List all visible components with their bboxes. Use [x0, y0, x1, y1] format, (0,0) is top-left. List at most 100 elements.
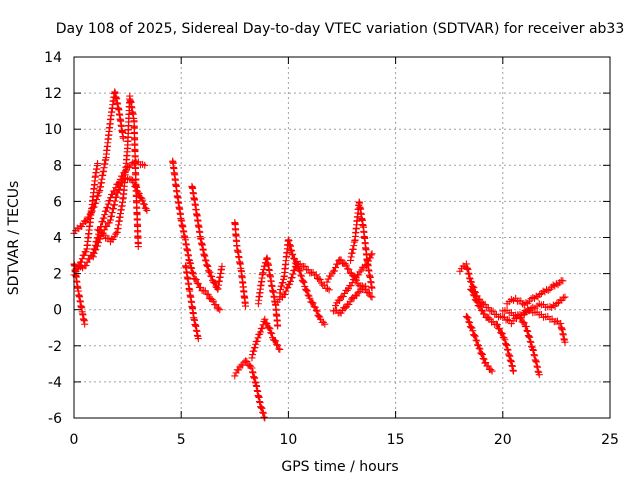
data-point — [473, 337, 481, 345]
y-axis-label: SDTVAR / TECUs — [6, 181, 22, 296]
data-point — [89, 253, 97, 261]
data-point — [533, 363, 541, 371]
data-point — [201, 287, 209, 295]
x-tick-label: 15 — [387, 432, 405, 448]
data-point — [532, 358, 540, 366]
data-point — [203, 261, 211, 269]
data-point — [465, 318, 473, 326]
data-point — [553, 300, 561, 308]
data-point — [192, 276, 200, 284]
series-track-7 — [169, 157, 224, 314]
data-point — [468, 286, 476, 294]
data-point — [312, 306, 320, 314]
x-tick-label: 25 — [601, 432, 619, 448]
data-point — [482, 359, 490, 367]
data-point — [311, 303, 319, 311]
series-track-26 — [520, 293, 569, 319]
series-track-12 — [248, 315, 284, 362]
data-point — [257, 403, 265, 411]
data-point — [337, 256, 345, 264]
series-track-15 — [274, 258, 333, 306]
data-point — [312, 271, 320, 279]
data-point — [290, 254, 298, 262]
data-point — [504, 316, 512, 324]
data-point — [274, 322, 282, 330]
data-point — [534, 367, 542, 375]
data-point — [546, 303, 554, 311]
data-point — [466, 319, 474, 327]
data-point — [139, 196, 147, 204]
data-point — [531, 352, 539, 360]
series-track-22 — [467, 285, 518, 375]
data-point — [532, 357, 540, 365]
y-tick-label: 8 — [53, 158, 62, 174]
data-point — [536, 291, 544, 299]
data-point — [485, 314, 493, 322]
data-point — [281, 290, 289, 298]
y-tick-label: 0 — [53, 303, 62, 319]
data-point — [278, 282, 286, 290]
data-point — [472, 296, 480, 304]
data-point — [502, 341, 510, 349]
data-point — [544, 286, 552, 294]
data-point — [231, 372, 239, 380]
data-point — [484, 304, 492, 312]
data-point — [266, 325, 274, 333]
series-track-14 — [276, 236, 329, 328]
data-point — [204, 262, 212, 270]
data-point — [532, 292, 540, 300]
data-point — [106, 216, 114, 224]
data-point — [520, 319, 528, 327]
data-point — [261, 315, 269, 323]
data-point — [345, 265, 353, 273]
series-track-24 — [503, 276, 567, 309]
data-point — [501, 336, 509, 344]
data-point — [323, 278, 331, 286]
data-point — [218, 262, 226, 270]
data-point — [496, 325, 504, 333]
data-point — [288, 274, 296, 282]
data-point — [251, 344, 259, 352]
data-point — [529, 346, 537, 354]
data-point — [94, 239, 102, 247]
data-point — [530, 351, 538, 359]
data-point — [297, 271, 305, 279]
data-point — [81, 320, 89, 328]
data-point — [90, 249, 98, 257]
data-point — [287, 277, 295, 285]
series-track-6 — [94, 92, 142, 251]
data-point — [526, 337, 534, 345]
data-point — [306, 294, 314, 302]
data-point — [94, 159, 102, 167]
data-point — [134, 243, 142, 251]
series-track-8 — [181, 262, 202, 343]
data-point — [291, 266, 299, 274]
data-point — [474, 341, 482, 349]
data-point — [104, 200, 112, 208]
data-point — [203, 262, 211, 270]
data-point — [116, 185, 124, 193]
data-point — [528, 342, 536, 350]
data-point — [325, 286, 333, 294]
data-point — [470, 292, 478, 300]
data-point — [301, 282, 309, 290]
data-point — [367, 292, 375, 300]
data-point — [259, 409, 267, 417]
data-point — [289, 250, 297, 258]
data-point — [522, 322, 530, 330]
data-point — [108, 212, 116, 220]
data-point — [480, 355, 488, 363]
data-point — [549, 301, 557, 309]
chart-title: Day 108 of 2025, Sidereal Day-to-day VTE… — [56, 21, 625, 37]
data-point — [289, 270, 297, 278]
data-point — [362, 282, 370, 290]
data-point — [206, 268, 214, 276]
data-point — [347, 282, 355, 290]
data-point — [471, 332, 479, 340]
data-point — [194, 280, 202, 288]
data-point — [478, 299, 486, 307]
data-point — [467, 278, 475, 286]
y-tick-label: 14 — [44, 50, 62, 66]
